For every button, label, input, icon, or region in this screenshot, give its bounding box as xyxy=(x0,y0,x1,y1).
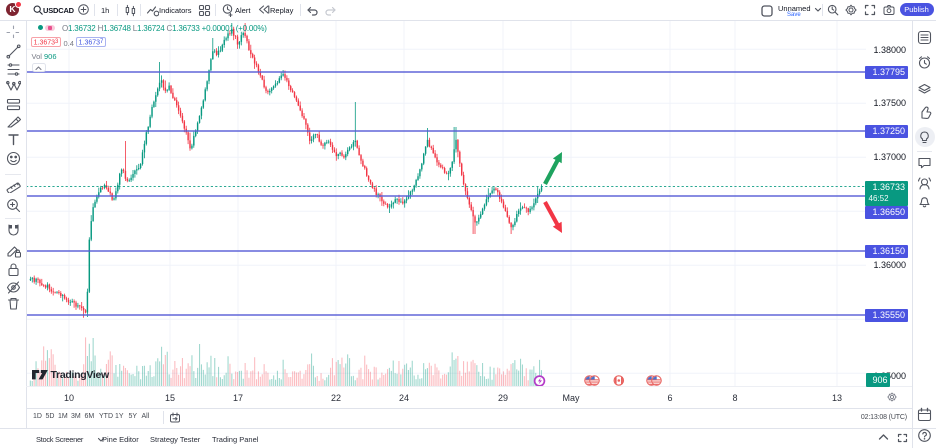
svg-text:TradingView: TradingView xyxy=(51,369,110,381)
